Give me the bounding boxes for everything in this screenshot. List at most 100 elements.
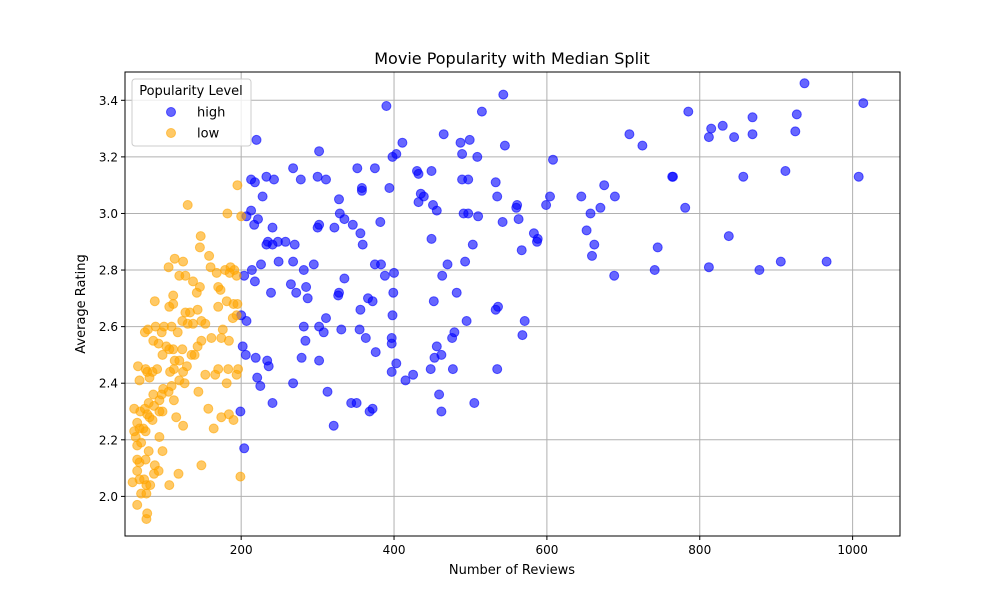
point-low bbox=[195, 231, 206, 242]
point-low bbox=[223, 335, 234, 346]
point-high bbox=[434, 389, 445, 400]
point-low bbox=[172, 327, 183, 338]
point-low bbox=[177, 344, 188, 355]
point-low bbox=[157, 349, 168, 360]
point-high bbox=[266, 287, 276, 298]
point-high bbox=[706, 123, 717, 134]
point-high bbox=[652, 242, 663, 253]
point-high bbox=[747, 112, 758, 123]
point-low bbox=[134, 375, 145, 386]
point-low bbox=[196, 460, 207, 471]
point-high bbox=[249, 177, 260, 188]
point-low bbox=[178, 420, 189, 431]
y-axis-label: Average Rating bbox=[74, 254, 89, 353]
point-high bbox=[467, 239, 478, 250]
point-low bbox=[215, 284, 226, 295]
point-high bbox=[451, 287, 462, 298]
point-low bbox=[236, 211, 247, 222]
point-high bbox=[256, 259, 266, 270]
point-high bbox=[263, 361, 274, 372]
point-low bbox=[132, 499, 143, 510]
point-low bbox=[222, 208, 233, 219]
point-low bbox=[194, 242, 205, 253]
y-tick-label: 3.0 bbox=[99, 207, 118, 221]
point-low bbox=[134, 457, 145, 468]
point-high bbox=[300, 335, 311, 346]
point-high bbox=[336, 324, 347, 335]
point-low bbox=[157, 446, 168, 457]
y-tick-label: 2.6 bbox=[99, 320, 118, 334]
point-low bbox=[144, 372, 155, 383]
point-low bbox=[178, 256, 189, 267]
point-high bbox=[791, 109, 802, 120]
point-high bbox=[442, 259, 453, 270]
point-low bbox=[166, 321, 177, 332]
point-low bbox=[153, 465, 164, 476]
point-high bbox=[541, 200, 552, 210]
point-high bbox=[649, 265, 660, 275]
point-high bbox=[367, 403, 378, 414]
y-tick-label: 2.0 bbox=[99, 490, 118, 504]
point-high bbox=[426, 166, 437, 176]
y-tick-label: 3.2 bbox=[99, 150, 118, 164]
point-high bbox=[235, 406, 246, 417]
point-high bbox=[369, 259, 380, 270]
point-high bbox=[595, 202, 606, 213]
point-high bbox=[637, 140, 648, 151]
point-high bbox=[437, 270, 448, 281]
point-low bbox=[231, 270, 242, 281]
point-low bbox=[203, 403, 214, 414]
point-high bbox=[548, 154, 558, 165]
point-low bbox=[205, 262, 216, 273]
point-high bbox=[775, 256, 786, 267]
point-low bbox=[168, 290, 179, 301]
point-high bbox=[609, 270, 620, 281]
point-high bbox=[476, 106, 487, 117]
point-low bbox=[132, 465, 143, 476]
point-high bbox=[240, 349, 251, 360]
point-low bbox=[196, 335, 207, 346]
point-high bbox=[357, 239, 368, 250]
x-tick-label: 200 bbox=[230, 543, 253, 557]
point-high bbox=[375, 217, 386, 227]
point-low bbox=[208, 423, 219, 434]
point-high bbox=[431, 341, 442, 352]
point-high bbox=[289, 239, 300, 250]
point-low bbox=[231, 310, 242, 321]
point-low bbox=[157, 406, 168, 417]
point-high bbox=[754, 265, 765, 275]
point-high bbox=[585, 208, 596, 219]
x-tick-label: 1000 bbox=[837, 543, 868, 557]
point-high bbox=[334, 194, 344, 205]
chart-title: Movie Popularity with Median Split bbox=[374, 49, 650, 68]
point-high bbox=[609, 191, 620, 202]
point-low bbox=[217, 324, 228, 335]
x-tick-label: 800 bbox=[688, 543, 711, 557]
point-high bbox=[379, 270, 390, 281]
point-high bbox=[312, 222, 323, 233]
point-low bbox=[194, 282, 205, 292]
point-high bbox=[239, 443, 250, 454]
point-high bbox=[352, 163, 363, 174]
point-high bbox=[497, 217, 508, 227]
point-high bbox=[391, 358, 402, 369]
point-low bbox=[180, 270, 191, 281]
point-high bbox=[492, 364, 503, 375]
point-high bbox=[318, 327, 329, 338]
point-low bbox=[173, 468, 184, 479]
point-high bbox=[408, 369, 419, 380]
point-high bbox=[386, 366, 397, 377]
point-low bbox=[169, 253, 180, 264]
point-high bbox=[301, 282, 312, 292]
legend-box bbox=[131, 78, 252, 147]
point-low bbox=[179, 378, 190, 389]
point-high bbox=[581, 225, 592, 236]
point-low bbox=[213, 301, 224, 312]
point-high bbox=[381, 101, 392, 111]
x-tick-label: 400 bbox=[383, 543, 406, 557]
point-high bbox=[367, 296, 378, 307]
point-high bbox=[576, 191, 587, 202]
point-high bbox=[463, 208, 474, 219]
